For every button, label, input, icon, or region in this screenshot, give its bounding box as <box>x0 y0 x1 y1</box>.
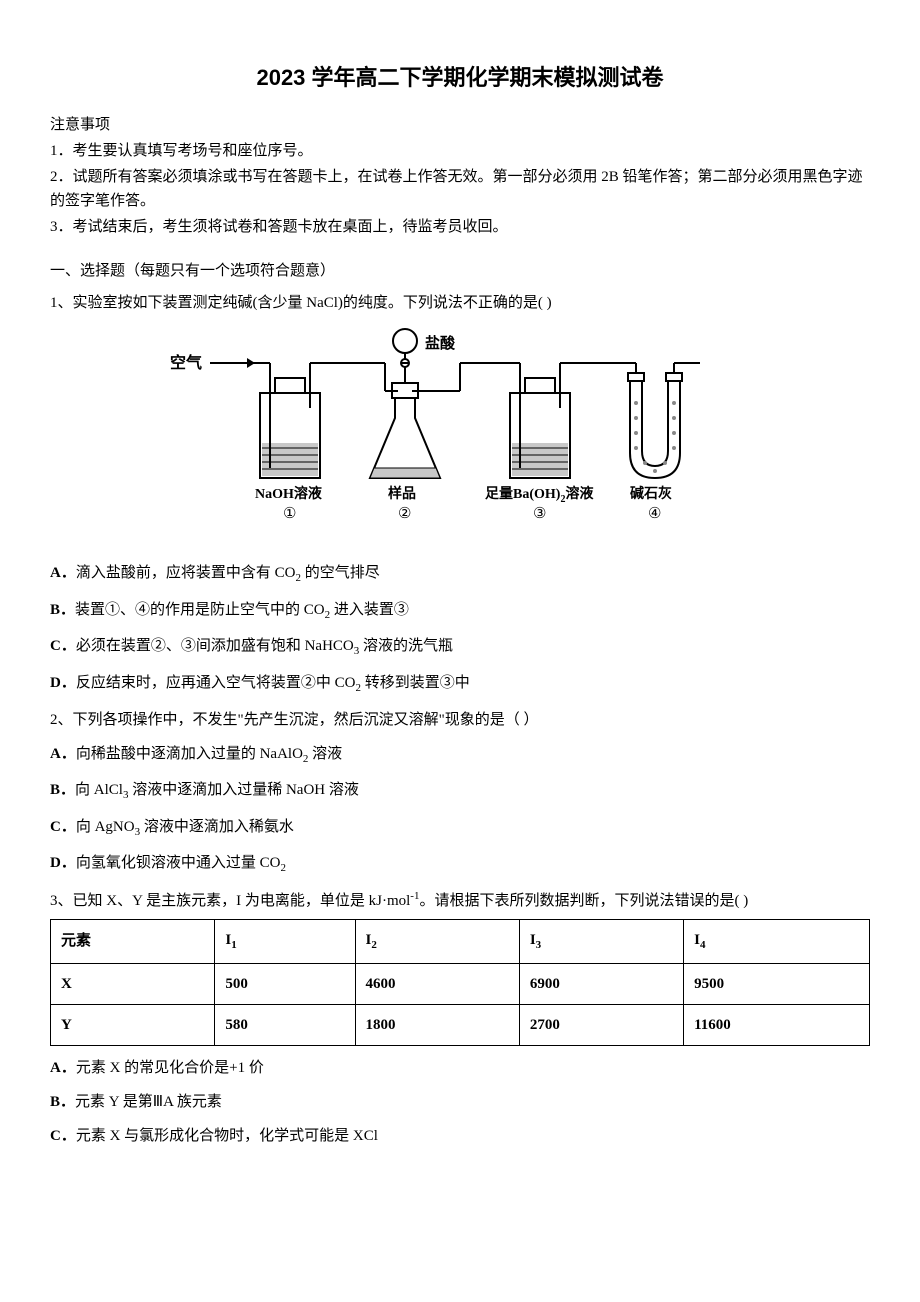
q1-option-a: A．滴入盐酸前，应将装置中含有 CO2 的空气排尽 <box>50 561 870 588</box>
q3-option-b: B．元素 Y 是第ⅢA 族元素 <box>50 1090 870 1114</box>
q3-option-c: C．元素 X 与氯形成化合物时，化学式可能是 XCl <box>50 1124 870 1148</box>
flask-2-num: ② <box>398 506 411 522</box>
hcl-label: 盐酸 <box>425 334 456 352</box>
q3-option-a: A．元素 X 的常见化合价是+1 价 <box>50 1056 870 1080</box>
page-title: 2023 学年高二下学期化学期末模拟测试卷 <box>50 60 870 95</box>
col-i1: I1 <box>215 919 355 963</box>
q3-table: 元素 I1 I2 I3 I4 X 500 4600 6900 9500 Y 58… <box>50 919 870 1046</box>
q1-figure: 空气 NaOH溶液 <box>50 323 870 551</box>
notice-heading: 注意事项 <box>50 113 870 137</box>
flask-1 <box>255 363 370 478</box>
col-i2: I2 <box>355 919 519 963</box>
q1-option-c: C．必须在装置②、③间添加盛有饱和 NaHCO3 溶液的洗气瓶 <box>50 634 870 661</box>
q2-option-c: C．向 AgNO3 溶液中逐滴加入稀氨水 <box>50 815 870 842</box>
flask-3-label: 足量Ba(OH)2溶液 <box>485 485 594 505</box>
q2-stem: 2、下列各项操作中，不发生"先产生沉淀，然后沉淀又溶解"现象的是（ ） <box>50 708 870 732</box>
section-heading: 一、选择题（每题只有一个选项符合题意） <box>50 259 870 283</box>
q2-option-d: D．向氢氧化钡溶液中通入过量 CO2 <box>50 851 870 878</box>
col-i4: I4 <box>684 919 870 963</box>
q1-option-b: B．装置①、④的作用是防止空气中的 CO2 进入装置③ <box>50 598 870 625</box>
q1-stem: 1、实验室按如下装置测定纯碱(含少量 NaCl)的纯度。下列说法不正确的是( ) <box>50 291 870 315</box>
flask-2-label: 样品 <box>388 485 416 502</box>
q2-option-b: B．向 AlCl3 溶液中逐滴加入过量稀 NaOH 溶液 <box>50 778 870 805</box>
question-1: 1、实验室按如下装置测定纯碱(含少量 NaCl)的纯度。下列说法不正确的是( )… <box>50 291 870 697</box>
q1-option-d: D．反应结束时，应再通入空气将装置②中 CO2 转移到装置③中 <box>50 671 870 698</box>
col-i3: I3 <box>519 919 683 963</box>
notice-item-3: 3．考试结束后，考生须将试卷和答题卡放在桌面上，待监考员收回。 <box>50 215 870 239</box>
tube-num: ④ <box>648 506 661 522</box>
notice-item-2: 2．试题所有答案必须填涂或书写在答题卡上，在试卷上作答无效。第一部分必须用 2B… <box>50 165 870 213</box>
flask-1-num: ① <box>283 506 296 522</box>
q3-stem: 3、已知 X、Y 是主族元素，I 为电离能，单位是 kJ·mol-1。请根据下表… <box>50 888 870 913</box>
col-element: 元素 <box>51 919 215 963</box>
air-label: 空气 <box>170 353 202 372</box>
question-3: 3、已知 X、Y 是主族元素，I 为电离能，单位是 kJ·mol-1。请根据下表… <box>50 888 870 1148</box>
notice-item-1: 1．考生要认真填写考场号和座位序号。 <box>50 139 870 163</box>
flask-3 <box>510 363 620 478</box>
flask-1-label: NaOH溶液 <box>255 485 323 502</box>
table-row: X 500 4600 6900 9500 <box>51 963 870 1004</box>
q2-option-a: A．向稀盐酸中逐滴加入过量的 NaAlO2 溶液 <box>50 742 870 769</box>
question-2: 2、下列各项操作中，不发生"先产生沉淀，然后沉淀又溶解"现象的是（ ） A．向稀… <box>50 708 870 878</box>
flask-2: 盐酸 <box>370 329 515 478</box>
tube-label: 碱石灰 <box>630 485 672 502</box>
table-header-row: 元素 I1 I2 I3 I4 <box>51 919 870 963</box>
table-row: Y 580 1800 2700 11600 <box>51 1004 870 1045</box>
drying-tube <box>620 363 700 478</box>
flask-3-num: ③ <box>533 506 546 522</box>
